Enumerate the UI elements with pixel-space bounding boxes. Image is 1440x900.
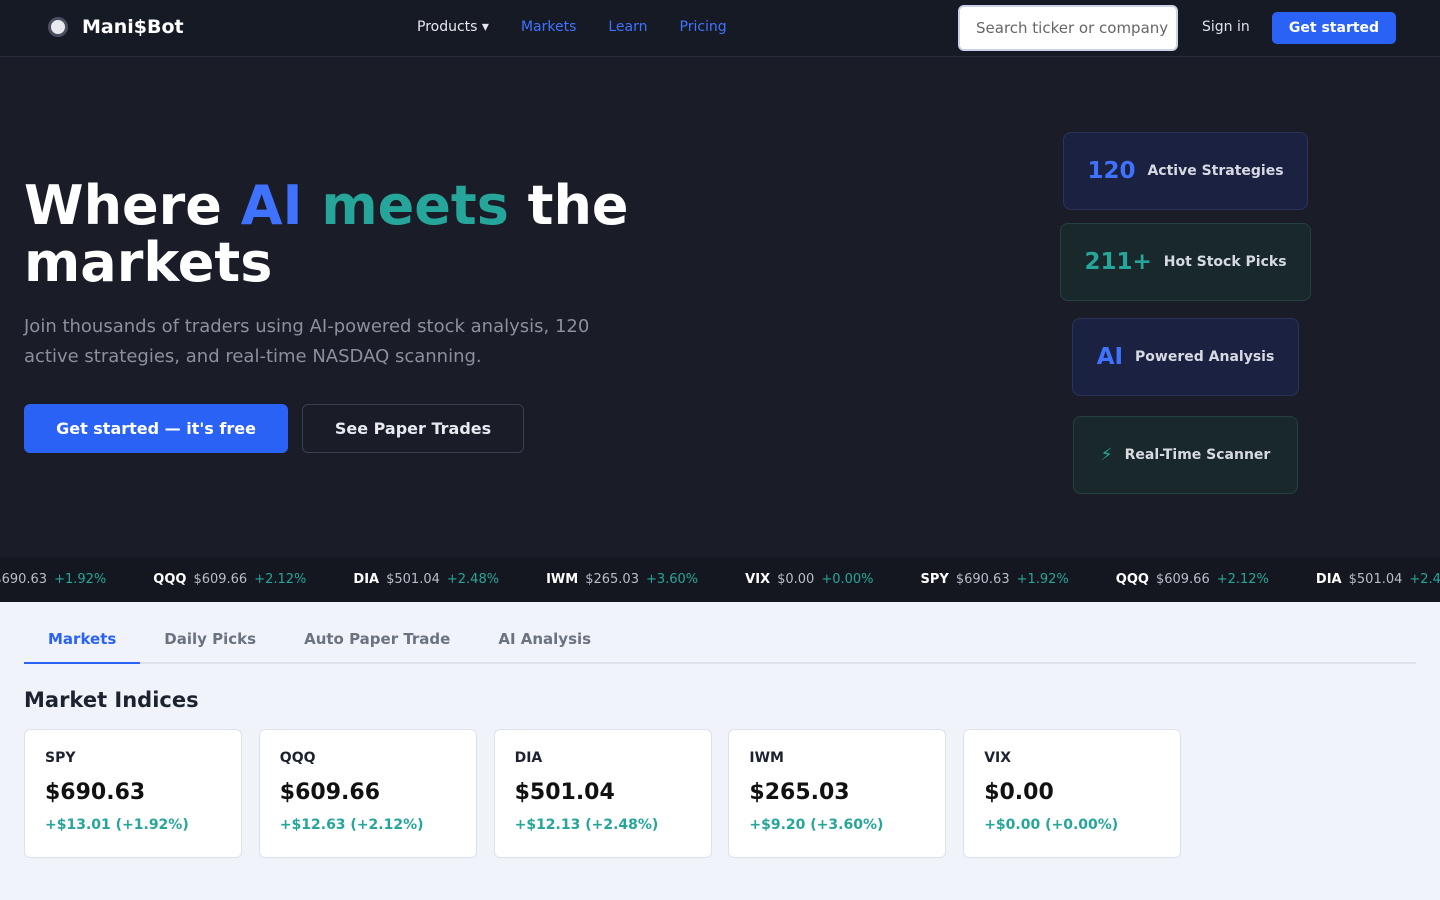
tab[interactable]: AI Analysis — [498, 630, 592, 648]
tab[interactable]: Auto Paper Trade — [304, 630, 451, 648]
ticker-item: VIX $0.00 +0.00% — [745, 572, 880, 587]
index-card[interactable]: SPY $690.63 +$13.01 (+1.92%) — [24, 729, 242, 858]
tab[interactable]: Markets — [24, 630, 141, 664]
index-change: +$9.20 (+3.60%) — [749, 817, 884, 833]
hero: Where AI meets the markets Join thousand… — [0, 57, 1440, 557]
ticker-symbol: DIA — [353, 572, 380, 587]
brand-name: Mani$Bot — [82, 16, 184, 38]
ticker-item: SPY $690.63 +1.92% — [921, 572, 1076, 587]
ticker-change: +0.00% — [821, 572, 874, 587]
title-text: Where — [24, 174, 241, 237]
stat-value: ⚡ — [1100, 445, 1113, 465]
ticker-item: IWM $265.03 +3.60% — [546, 572, 705, 587]
index-card[interactable]: IWM $265.03 +$9.20 (+3.60%) — [728, 729, 947, 858]
title-highlight: meets — [321, 174, 509, 237]
search-input[interactable]: Search ticker or company — [958, 5, 1178, 51]
ticker-change: +3.60% — [645, 572, 699, 587]
secondary-button[interactable]: See Paper Trades — [302, 404, 524, 453]
get-started[interactable]: Get started — [1272, 12, 1396, 44]
sign-in[interactable]: Sign in — [1202, 19, 1250, 35]
index-card[interactable]: QQQ $609.66 +$12.63 (+2.12%) — [258, 729, 477, 858]
stat-card: AI Powered Analysis — [1072, 318, 1299, 396]
ticker: SPY $690.63 +1.92% QQQ $609.66 +2.12% DIA $501.… — [0, 557, 1440, 602]
index-symbol: IWM — [749, 750, 784, 766]
ticker-symbol: DIA — [1315, 572, 1342, 587]
index-price: $265.03 — [749, 780, 850, 805]
index-symbol: QQQ — [279, 750, 316, 766]
ticker-change: +1.92% — [54, 572, 107, 587]
stat-label: Hot Stock Picks — [1163, 254, 1287, 270]
ticker-price: $0.00 — [777, 572, 815, 587]
ticker-change: +2.48% — [446, 572, 500, 587]
ticker-price: $501.04 — [386, 572, 440, 587]
stat-card: 211+ Hot Stock Picks — [1060, 223, 1311, 301]
stat-label: Real-Time Scanner — [1124, 447, 1271, 463]
tab[interactable]: Daily Picks — [164, 630, 257, 648]
logo — [48, 17, 68, 37]
ticker-item: QQQ $609.66 +2.12% — [153, 572, 313, 587]
index-symbol: DIA — [514, 750, 543, 766]
index-symbol: VIX — [984, 750, 1012, 766]
stat-label: Powered Analysis — [1135, 349, 1275, 365]
ticker-price: $690.63 — [955, 572, 1010, 587]
ticker-change: +2.48% — [1409, 572, 1440, 587]
ticker-change: +2.12% — [254, 572, 307, 587]
ticker-price: $265.03 — [585, 572, 639, 587]
hero-title: Where AI meets the markets — [24, 177, 664, 291]
title-highlight: AI — [240, 174, 303, 237]
nav-link[interactable]: Markets — [520, 19, 577, 35]
ticker-symbol: QQQ — [153, 572, 187, 587]
index-price: $0.00 — [984, 780, 1054, 805]
index-change: +$12.13 (+2.48%) — [514, 817, 659, 833]
nav-bar: Mani$Bot Products ▾ Markets Learn Pricing S… — [0, 0, 1440, 57]
nav-link[interactable]: Learn — [608, 19, 648, 35]
stat-card: ⚡ Real-Time Scanner — [1073, 416, 1298, 494]
ticker-change: +2.12% — [1216, 572, 1269, 587]
index-change: +$12.63 (+2.12%) — [279, 817, 424, 833]
index-price: $609.66 — [279, 780, 380, 805]
nav-link[interactable]: Products ▾ — [417, 19, 489, 35]
stat-value: 211+ — [1084, 249, 1152, 275]
index-price: $501.04 — [514, 780, 615, 805]
stat-value: AI — [1096, 344, 1124, 370]
brand[interactable]: Mani$Bot — [48, 16, 184, 38]
index-symbol: SPY — [45, 750, 76, 766]
index-change: +$0.00 (+0.00%) — [984, 817, 1119, 833]
ticker-price: $690.63 — [0, 572, 48, 587]
ticker-item: DIA $501.04 +2.48% — [1316, 572, 1440, 587]
stat-label: Active Strategies — [1147, 163, 1284, 179]
hero-subtitle: Join thousands of traders using AI-power… — [24, 316, 590, 367]
ticker-price: $609.66 — [1155, 572, 1210, 587]
ticker-price: $501.04 — [1348, 572, 1403, 587]
stat-value: 120 — [1087, 158, 1136, 184]
index-price: $690.63 — [45, 780, 146, 805]
ticker-item: QQQ $609.66 +2.12% — [1116, 572, 1276, 587]
index-card[interactable]: DIA $501.04 +$12.13 (+2.48%) — [493, 729, 712, 858]
index-card[interactable]: VIX $0.00 +$0.00 (+0.00%) — [963, 729, 1182, 858]
index-change: +$13.01 (+1.92%) — [45, 817, 189, 833]
nav-links: Products ▾ Markets Learn Pricing — [417, 19, 727, 35]
section-title: Market Indices — [24, 688, 199, 712]
stat-card: 120 Active Strategies — [1063, 132, 1308, 210]
primary-button[interactable]: Get started — it's free — [24, 404, 288, 453]
tabs: Markets Daily Picks Auto Paper Trade AI Ana… — [24, 630, 1416, 664]
ticker-symbol: VIX — [745, 572, 771, 587]
ticker-symbol: SPY — [920, 572, 949, 587]
ticker-item: SPY$690.63+1.92% — [0, 572, 113, 587]
ticker-item: DIA $501.04 +2.48% — [353, 572, 506, 587]
ticker-strip: SPY $690.63 +1.92% QQQ $609.66 +2.12% DIA $501.… — [0, 572, 1440, 587]
ticker-change: +1.92% — [1016, 572, 1069, 587]
ticker-symbol: QQQ — [1115, 572, 1149, 587]
ticker-symbol: IWM — [546, 572, 579, 587]
nav-link[interactable]: Pricing — [679, 19, 727, 35]
ticker-price: $609.66 — [193, 572, 248, 587]
title-text: the markets — [24, 174, 629, 294]
